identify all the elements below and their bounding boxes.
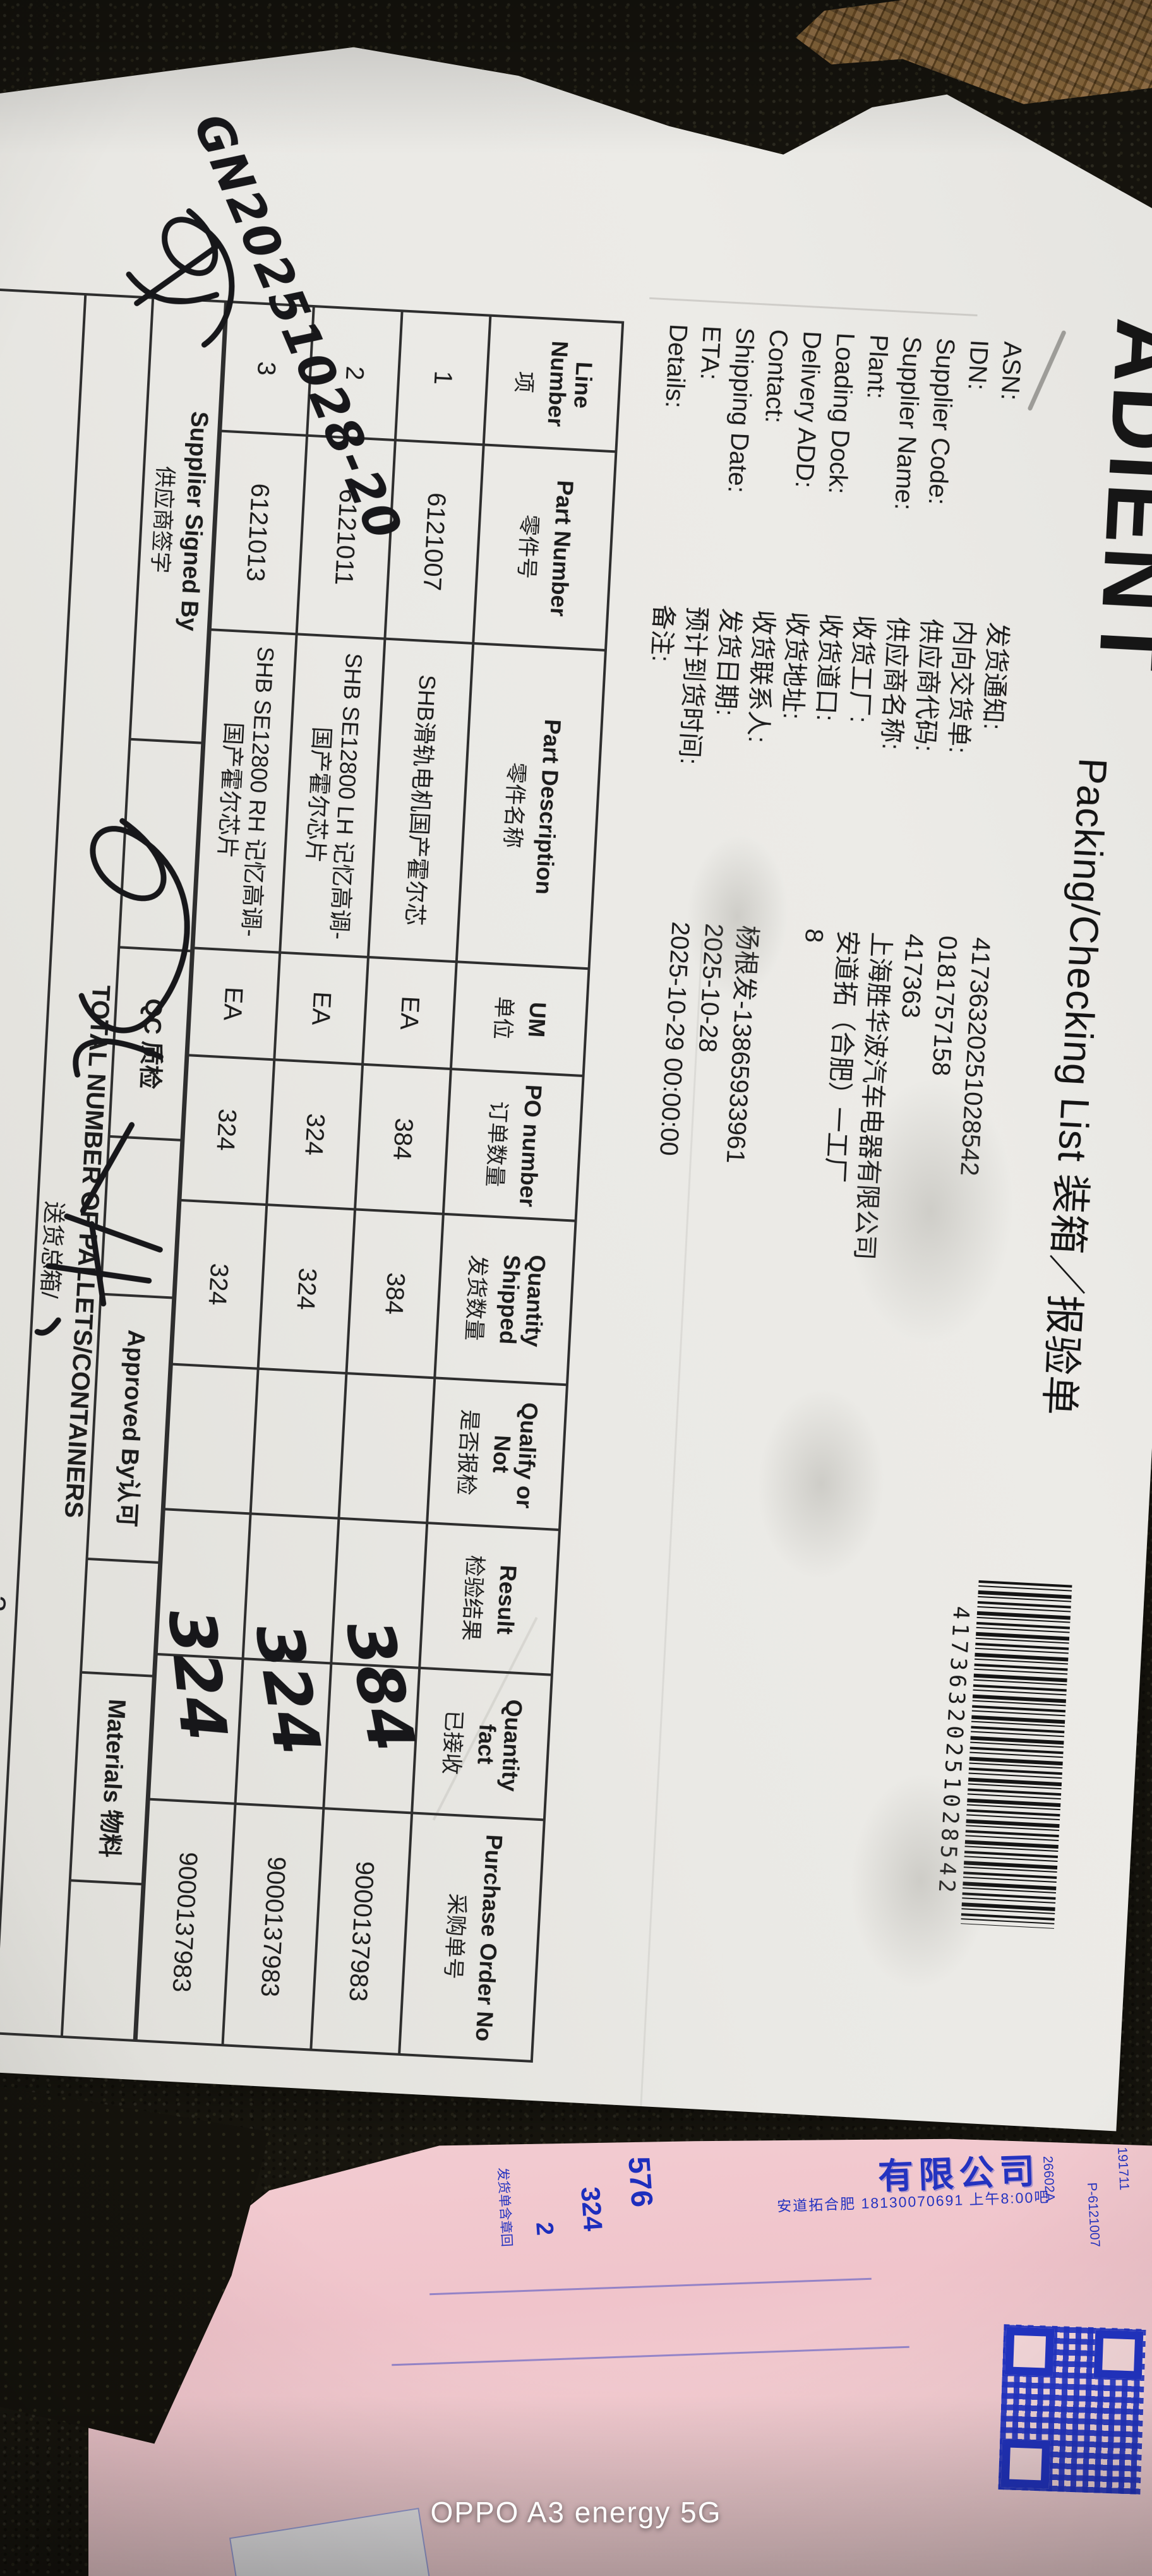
document-paper: ADIENT Packing/Checking List 装箱／报验单 4173… — [0, 0, 1152, 2132]
pink-rule-line — [429, 2277, 872, 2296]
pink-handwritten-number: 576 — [621, 2156, 659, 2209]
camera-watermark: OPPO A3 energy 5G — [430, 2496, 722, 2529]
signature-scribbles — [34, 208, 235, 1336]
pink-note-text: 发货单含章回 — [495, 2167, 514, 2248]
pink-rule-line — [392, 2346, 909, 2366]
approved-signature-stroke — [34, 1317, 61, 1336]
pink-ref-text: 191711 — [1115, 2147, 1132, 2191]
pink-ref-text: P-6121007 — [1084, 2182, 1103, 2248]
supplier-signature-stroke — [126, 244, 220, 306]
pink-handwritten-number: 2 — [531, 2221, 558, 2237]
pink-handwritten-number: 324 — [575, 2186, 608, 2233]
qc-signature-stroke — [73, 1038, 164, 1214]
qr-code-icon — [998, 2324, 1146, 2495]
approved-signature-stroke — [45, 1213, 163, 1307]
pink-info-line: 安道拓合肥 18130070691 上午8:00吧 — [776, 2188, 1050, 2215]
pink-ref-text: 26602A — [1040, 2156, 1057, 2202]
qc-signature-stroke — [78, 818, 190, 1034]
supplier-signature-stroke — [162, 208, 235, 348]
